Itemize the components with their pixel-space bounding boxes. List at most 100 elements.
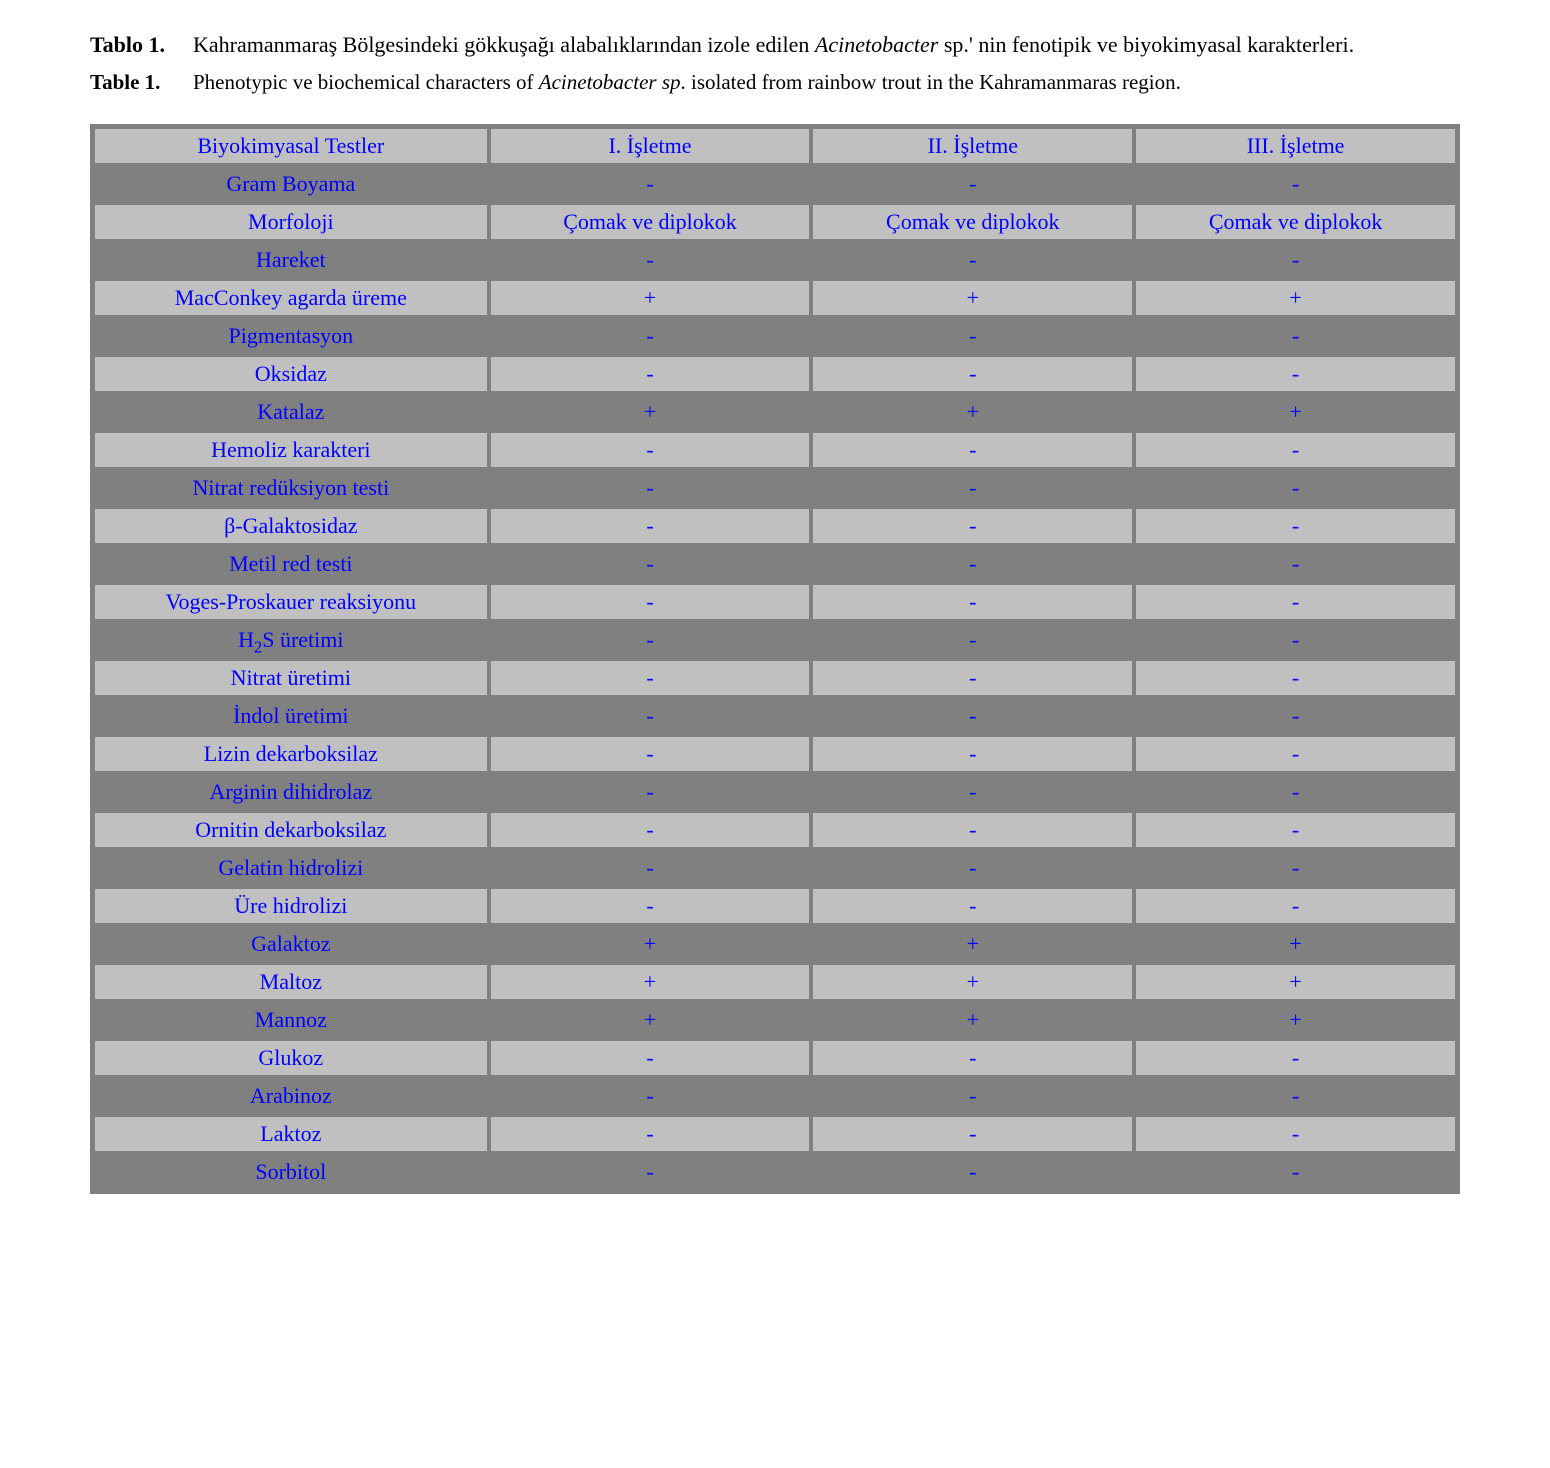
table-cell: + [811, 963, 1134, 1001]
table-cell: Çomak ve diplokok [489, 203, 812, 241]
table-cell: - [489, 469, 812, 507]
table-cell: + [1134, 1001, 1457, 1039]
table-cell: + [1134, 963, 1457, 1001]
table-cell: Voges-Proskauer reaksiyonu [93, 583, 489, 621]
table-cell: + [811, 1001, 1134, 1039]
table-cell: Gelatin hidrolizi [93, 849, 489, 887]
table-cell: Hemoliz karakteri [93, 431, 489, 469]
table-cell: - [1134, 697, 1457, 735]
table-cell: + [1134, 279, 1457, 317]
table-cell: - [489, 317, 812, 355]
table-cell: + [1134, 925, 1457, 963]
table-cell: - [811, 659, 1134, 697]
table-cell: Katalaz [93, 393, 489, 431]
table-cell: + [489, 1001, 812, 1039]
table-cell: - [1134, 241, 1457, 279]
table-cell: - [489, 241, 812, 279]
table-cell: - [1134, 431, 1457, 469]
table-header-cell: III. İşletme [1134, 127, 1457, 165]
table-row: Sorbitol--- [93, 1153, 1457, 1191]
table-cell: - [811, 1153, 1134, 1191]
caption-english: Table 1. Phenotypic ve biochemical chara… [90, 68, 1460, 96]
table-row: İndol üretimi--- [93, 697, 1457, 735]
table-row: Galaktoz+++ [93, 925, 1457, 963]
table-cell: - [489, 1039, 812, 1077]
table-row: Oksidaz--- [93, 355, 1457, 393]
table-cell: Sorbitol [93, 1153, 489, 1191]
table-header-cell: Biyokimyasal Testler [93, 127, 489, 165]
table-cell: Oksidaz [93, 355, 489, 393]
table-cell: - [489, 545, 812, 583]
table-cell: - [489, 887, 812, 925]
table-cell: Üre hidrolizi [93, 887, 489, 925]
table-row: Gelatin hidrolizi--- [93, 849, 1457, 887]
table-cell: - [811, 735, 1134, 773]
table-cell: - [811, 545, 1134, 583]
table-cell: - [811, 1039, 1134, 1077]
table-cell: - [489, 735, 812, 773]
table-cell: Mannoz [93, 1001, 489, 1039]
table-header-cell: I. İşletme [489, 127, 812, 165]
table-cell: Glukoz [93, 1039, 489, 1077]
table-cell: - [811, 773, 1134, 811]
table-row: Mannoz+++ [93, 1001, 1457, 1039]
table-row: Pigmentasyon--- [93, 317, 1457, 355]
table-row: Maltoz+++ [93, 963, 1457, 1001]
table-cell: - [1134, 583, 1457, 621]
biochemical-table: Biyokimyasal TestlerI. İşletmeII. İşletm… [90, 124, 1460, 1194]
table-cell: - [489, 1115, 812, 1153]
table-cell: Pigmentasyon [93, 317, 489, 355]
table-cell: Nitrat redüksiyon testi [93, 469, 489, 507]
table-cell: - [1134, 469, 1457, 507]
table-cell: + [489, 393, 812, 431]
table-cell: - [489, 1153, 812, 1191]
caption-tr-text: Kahramanmaraş Bölgesindeki gökkuşağı ala… [193, 30, 1460, 60]
table-row: MorfolojiÇomak ve diplokokÇomak ve diplo… [93, 203, 1457, 241]
table-cell: β-Galaktosidaz [93, 507, 489, 545]
table-cell: Maltoz [93, 963, 489, 1001]
table-row: Lizin dekarboksilaz--- [93, 735, 1457, 773]
caption-tr-after: sp.' nin fenotipik ve biyokimyasal karak… [938, 32, 1354, 57]
table-cell: - [489, 697, 812, 735]
table-cell: - [1134, 1153, 1457, 1191]
table-cell: Lizin dekarboksilaz [93, 735, 489, 773]
table-cell: - [811, 583, 1134, 621]
caption-en-italic: Acinetobacter sp [539, 70, 681, 94]
table-cell: + [489, 279, 812, 317]
table-cell: - [811, 165, 1134, 203]
table-cell: Çomak ve diplokok [811, 203, 1134, 241]
table-cell: - [489, 1077, 812, 1115]
table-cell: + [811, 393, 1134, 431]
table-cell: + [811, 279, 1134, 317]
table-cell: - [489, 165, 812, 203]
table-cell: - [1134, 545, 1457, 583]
table-cell: - [811, 241, 1134, 279]
table-cell: İndol üretimi [93, 697, 489, 735]
table-row: Arabinoz--- [93, 1077, 1457, 1115]
table-row: Üre hidrolizi--- [93, 887, 1457, 925]
table-cell: Arabinoz [93, 1077, 489, 1115]
caption-en-after: . isolated from rainbow trout in the Kah… [681, 70, 1181, 94]
table-row: Metil red testi--- [93, 545, 1457, 583]
table-cell: + [1134, 393, 1457, 431]
table-header-cell: II. İşletme [811, 127, 1134, 165]
table-cell: - [1134, 1115, 1457, 1153]
table-cell: - [489, 849, 812, 887]
caption-tr-italic: Acinetobacter [815, 32, 938, 57]
table-cell: - [1134, 659, 1457, 697]
table-cell: Hareket [93, 241, 489, 279]
table-cell: - [811, 469, 1134, 507]
table-cell: - [489, 355, 812, 393]
table-row: Nitrat redüksiyon testi--- [93, 469, 1457, 507]
table-cell: Laktoz [93, 1115, 489, 1153]
table-row: MacConkey agarda üreme+++ [93, 279, 1457, 317]
table-cell: H2S üretimi [93, 621, 489, 659]
table-cell: - [811, 697, 1134, 735]
table-row: Hemoliz karakteri--- [93, 431, 1457, 469]
table-cell: - [1134, 621, 1457, 659]
table-cell: Gram Boyama [93, 165, 489, 203]
table-cell: - [1134, 887, 1457, 925]
table-cell: Ornitin dekarboksilaz [93, 811, 489, 849]
table-cell: - [489, 659, 812, 697]
table-cell: - [1134, 773, 1457, 811]
